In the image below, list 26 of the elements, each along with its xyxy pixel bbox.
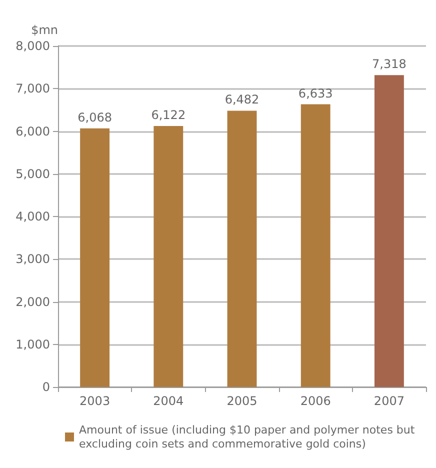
data-label: 6,068 (78, 110, 112, 124)
bar (154, 126, 184, 387)
y-tick-label: 4,000 (16, 210, 50, 224)
y-tick-label: 0 (42, 380, 50, 394)
legend-label: Amount of issue (including $10 paper and polymer notes but excluding coin sets and commemorative gold coins) (79, 424, 418, 450)
y-tick-label: 3,000 (16, 252, 50, 266)
y-tick-label: 8,000 (16, 39, 50, 53)
y-tick-label: 6,000 (16, 124, 50, 138)
data-label: 6,633 (298, 86, 333, 100)
x-tick-label: 2005 (226, 394, 258, 408)
y-tick-label: 2,000 (16, 294, 50, 309)
data-label: 7,318 (372, 57, 406, 72)
x-tick-label: 2003 (80, 394, 110, 408)
bar (227, 110, 257, 387)
data-label: 6,482 (224, 92, 260, 107)
data-label: 6,122 (151, 108, 186, 122)
y-tick-label: 1,000 (16, 337, 50, 352)
x-tick-label: 2006 (300, 394, 331, 408)
bar (80, 128, 110, 387)
x-tick-label: 2007 (374, 394, 404, 408)
y-tick-label: 5,000 (16, 166, 50, 181)
y-axis-title: $mn (31, 23, 58, 37)
bar (374, 75, 404, 387)
y-tick-label: 7,000 (16, 82, 50, 96)
x-tick-label: 2004 (153, 394, 184, 408)
bar (300, 104, 330, 387)
